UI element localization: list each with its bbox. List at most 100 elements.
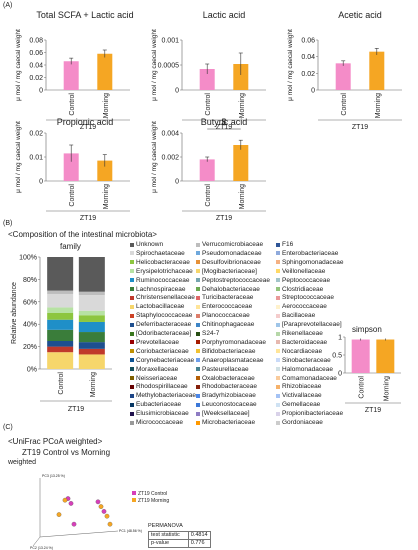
legend-swatch	[276, 304, 280, 309]
permanova-cell: 0.4814	[187, 531, 211, 540]
scatter-point	[56, 512, 62, 517]
stack-segment	[78, 310, 105, 316]
legend-label: Christensenellaceae	[136, 294, 195, 302]
scatter-point	[104, 513, 110, 519]
permanova-table: PERMANOVA test statistic 0.4814 p-value …	[148, 523, 211, 548]
stack-segment	[47, 293, 74, 308]
legend-swatch	[196, 340, 200, 345]
legend-swatch	[196, 295, 200, 300]
group-label: ZT19	[80, 215, 96, 222]
legend-label: Rhodospirillaceae	[136, 383, 188, 391]
legend-label: Clostridiaceae	[282, 285, 324, 293]
legend-swatch-morning	[132, 498, 136, 502]
legend-swatch	[276, 260, 280, 265]
legend-label: Elusimicrobiaceae	[136, 410, 189, 418]
x-tick-label: Control	[58, 372, 65, 395]
legend-label: Anaeroplasmataceae	[202, 356, 264, 364]
legend-swatch	[276, 393, 280, 398]
y-tick-label: 60%	[23, 299, 37, 306]
stack-segment	[78, 348, 105, 355]
significance-marker: $	[221, 117, 226, 127]
stack-segment	[47, 319, 74, 330]
legend-label: Oxalobacteraceae	[202, 374, 255, 382]
legend-label: Erysipelotrichaceae	[136, 267, 193, 275]
legend-swatch	[196, 322, 200, 327]
legend-label: Moraxellaceae	[136, 365, 179, 373]
group-label: ZT19	[216, 215, 232, 222]
legend-label: Spirochaetaceae	[136, 249, 185, 257]
legend-swatch	[130, 358, 134, 363]
y-tick-label: 0.002	[161, 155, 179, 162]
stack-segment	[47, 352, 74, 369]
legend-swatch	[130, 420, 134, 425]
legend-swatch	[130, 269, 134, 274]
pcoa-plot: PC3 (13.25 %) PC1 (48.56 %) PC2 (13.24 %)	[30, 474, 142, 550]
section-c-subtitle: ZT19 Control vs Morning	[22, 448, 111, 457]
stack-segment	[47, 313, 74, 320]
legend-swatch	[130, 295, 134, 300]
legend-swatch	[130, 313, 134, 318]
y-tick-label: 0.02	[301, 71, 315, 78]
legend-swatch	[130, 260, 134, 265]
axis-pc2	[32, 536, 41, 547]
legend-swatch	[130, 322, 134, 327]
legend-swatch	[196, 376, 200, 380]
y-tick-label: 0.06	[29, 50, 43, 57]
legend-label: Lactobacillaceae	[136, 303, 185, 311]
legend-label: Deferribacteraceae	[136, 321, 192, 329]
x-tick-label: Control	[341, 93, 348, 116]
legend-swatch	[130, 331, 134, 336]
legend-label: Gemellaceae	[282, 401, 321, 409]
legend-swatch	[130, 367, 134, 372]
group-label: ZT19	[80, 124, 96, 131]
y-tick-label: 100%	[19, 255, 37, 262]
y-axis-label: μ mol / mg caecal weight	[15, 121, 22, 193]
y-tick-label: 0.01	[29, 155, 43, 162]
legend-label: Micrococcaceae	[136, 419, 183, 426]
legend-swatch	[196, 367, 200, 372]
legend-swatch	[130, 393, 134, 398]
legend-swatch	[196, 349, 200, 354]
group-label: ZT19	[365, 407, 381, 414]
legend-swatch	[276, 376, 280, 380]
legend-swatch	[276, 411, 280, 416]
axis-pc1	[39, 530, 119, 538]
bar-control	[199, 69, 215, 90]
chart-title: Total SCFA + Lactic acid	[36, 10, 133, 20]
legend-label: Bradyrhizobiaceae	[202, 392, 256, 400]
legend-swatch	[196, 411, 200, 416]
legend-label: Veillonellaceae	[282, 267, 326, 275]
section-b-title: <Composition of the intestinal microbiot…	[8, 230, 157, 239]
y-axis-label: μ mol / mg caecal weight	[287, 29, 294, 101]
legend-swatch	[130, 287, 134, 291]
y-axis-label: μ mol / mg caecal weight	[151, 29, 158, 101]
y-tick-label: 40%	[23, 322, 37, 329]
legend-item-morning: ZT19 Morning	[132, 498, 169, 505]
legend-label: Helicobacteraceae	[136, 258, 190, 266]
x-tick-label: Morning	[239, 93, 246, 118]
legend-swatch	[276, 295, 280, 300]
legend-label: Coriobacteriaceae	[136, 347, 189, 355]
legend-swatch	[196, 287, 200, 291]
y-tick-label: 20%	[23, 344, 37, 351]
legend-swatch	[276, 358, 280, 363]
legend-label: Lachnospiraceae	[136, 285, 186, 293]
legend-swatch	[276, 402, 280, 407]
legend-swatch	[276, 287, 280, 291]
permanova-cell: 0.776	[187, 539, 211, 548]
legend-swatch	[130, 349, 134, 354]
legend-swatch	[130, 411, 134, 416]
legend-swatch	[196, 420, 200, 425]
stack-segment	[78, 321, 105, 333]
bar-morning	[369, 51, 385, 90]
bar-morning	[97, 160, 113, 181]
legend-label-morning: ZT19 Morning	[138, 498, 170, 504]
legend-label: Ruminococcaceae	[136, 276, 190, 284]
legend-swatch	[196, 384, 200, 389]
legend-label: Unknown	[136, 241, 164, 248]
legend-swatch	[130, 340, 134, 345]
legend-label: Prevotellaceae	[136, 338, 179, 346]
legend-label: Rikenellaceae	[282, 330, 323, 337]
stack-segment	[47, 346, 74, 353]
simpson-title: simpson	[352, 325, 382, 334]
